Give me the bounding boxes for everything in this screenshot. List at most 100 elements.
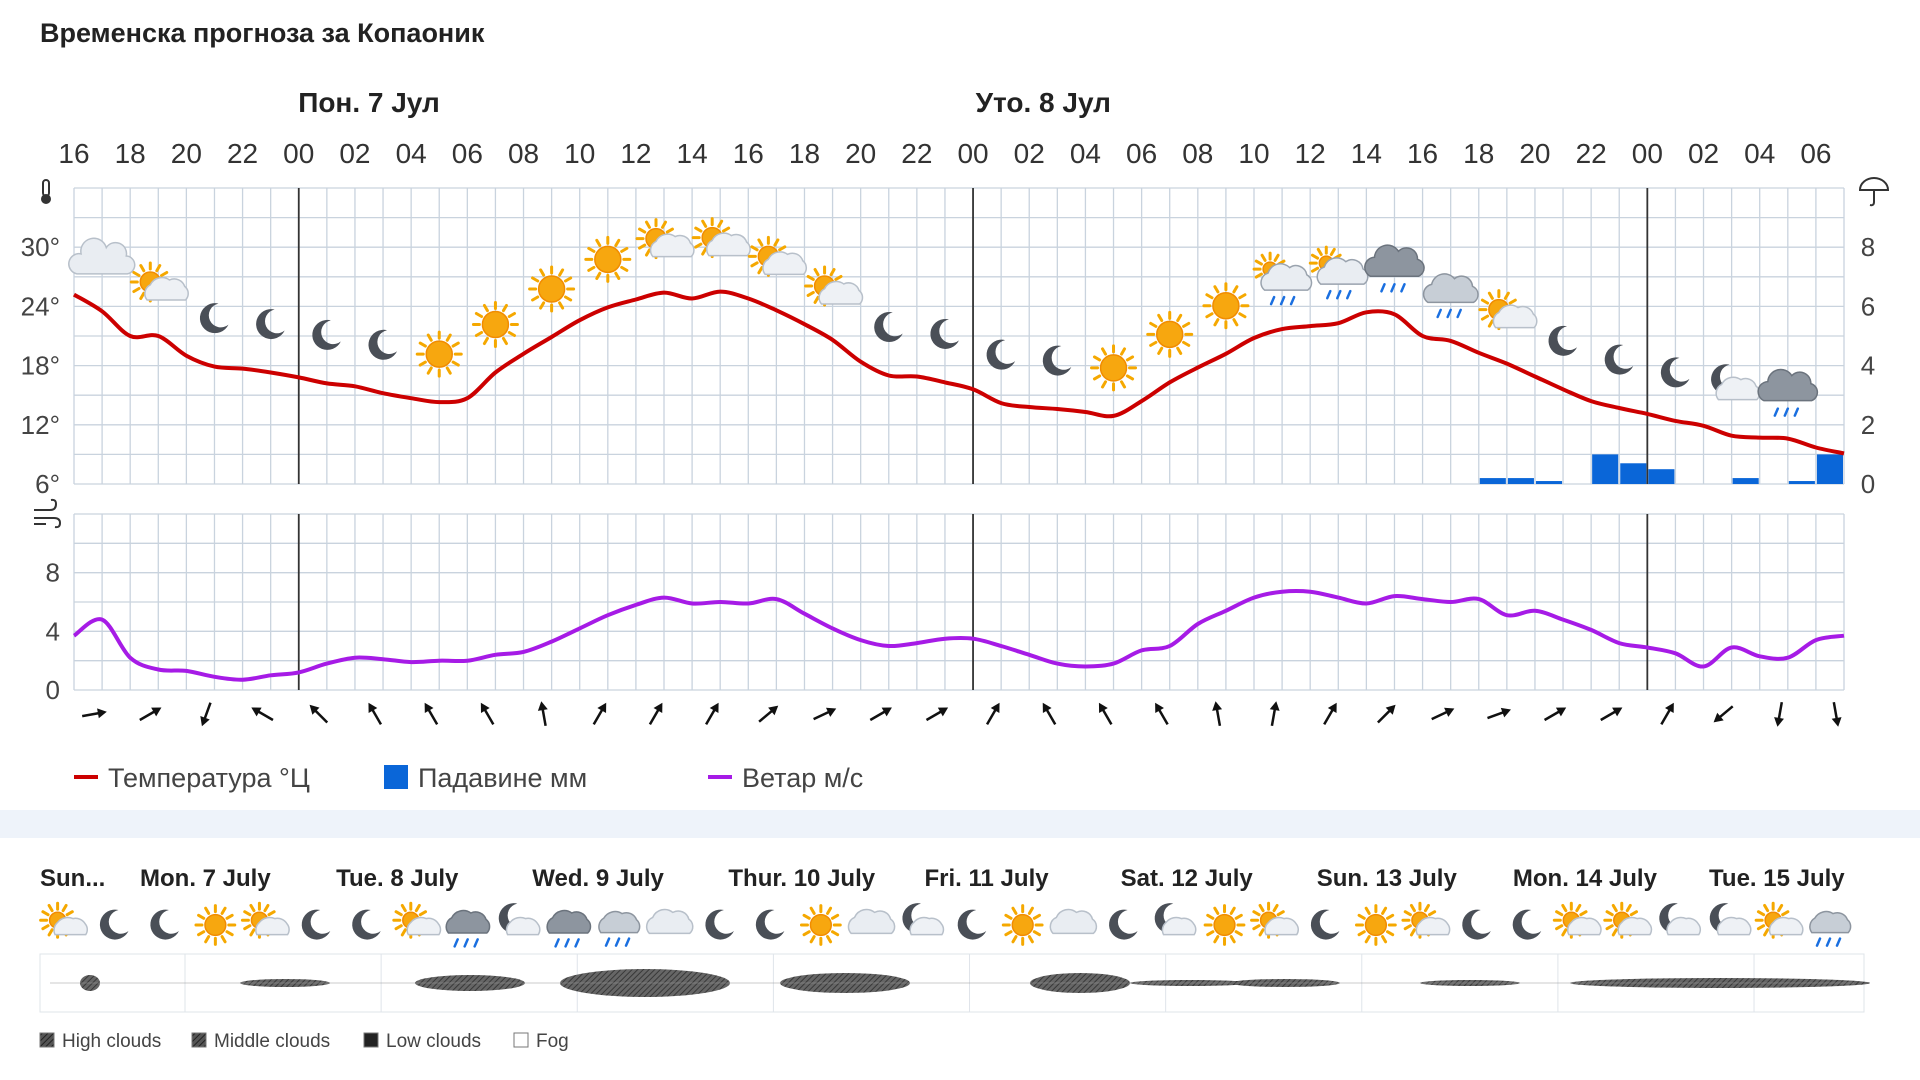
legend-item: Температура °Ц <box>74 763 310 793</box>
cloud-legend-label: Middle clouds <box>214 1031 330 1052</box>
wind-arrow-icon <box>81 708 107 719</box>
hour-label: 06 <box>1126 138 1157 169</box>
hour-label: 08 <box>1182 138 1213 169</box>
cloud-icon <box>645 908 694 935</box>
precipitation-bar <box>1788 481 1815 484</box>
section-separator <box>0 810 1920 838</box>
partly-cloudy-icon <box>392 901 442 939</box>
wind-grid <box>73 513 1845 691</box>
moon-icon <box>1310 909 1340 940</box>
precipitation-bar <box>1816 454 1843 484</box>
partly-cloudy-icon <box>240 901 290 939</box>
precip-tick-label: 0 <box>1861 469 1875 499</box>
cloudy-night-icon <box>1659 903 1702 936</box>
thermometer-icon <box>41 179 51 204</box>
day-label: Пон. 7 Јул <box>298 87 440 118</box>
moon-icon <box>312 319 341 350</box>
hour-label: 16 <box>733 138 764 169</box>
rain-icon <box>1364 244 1425 293</box>
partly-cloudy-icon <box>129 261 189 303</box>
moon-icon <box>301 909 331 940</box>
moon-icon <box>99 909 129 940</box>
partly-cloudy-icon <box>1552 901 1602 939</box>
temp-tick-label: 30° <box>21 232 60 262</box>
wind-arrow-icon <box>592 702 607 726</box>
sun-icon <box>1203 904 1246 946</box>
wind-arrow-icon <box>309 704 329 724</box>
cloudy-night-icon <box>1154 903 1197 936</box>
hour-label: 08 <box>508 138 539 169</box>
sun-icon <box>415 330 463 378</box>
weekly-day-label: Fri. 11 July <box>925 865 1050 892</box>
wind-arrow-icon <box>1600 707 1623 722</box>
moon-icon <box>256 309 285 340</box>
hour-label: 04 <box>396 138 427 169</box>
wind-arrow-icon <box>1212 701 1223 727</box>
fog-icon <box>513 1032 529 1048</box>
precip-tick-label: 4 <box>1861 351 1875 381</box>
precip-tick-label: 6 <box>1861 291 1875 321</box>
weekly-day-label: Sun... <box>40 865 105 892</box>
moon-icon <box>1660 357 1690 388</box>
legend-label: Падавине мм <box>418 763 587 793</box>
day-label: Уто. 8 Јул <box>976 87 1111 118</box>
cloud-legend-label: Low clouds <box>386 1031 481 1052</box>
rain-icon <box>546 909 592 948</box>
umbrella-icon <box>1858 177 1890 207</box>
wind-arrow-icon <box>1323 702 1337 726</box>
wind-arrow-icon <box>1042 702 1057 726</box>
wind-arrow-icon <box>251 707 274 722</box>
weekly-day-label: Sun. 13 July <box>1317 865 1458 892</box>
weekly-day-label: Mon. 14 July <box>1513 865 1658 892</box>
moon-icon <box>368 329 398 360</box>
cloud-legend-item: Middle clouds <box>191 1031 330 1052</box>
temperature-line <box>72 289 1845 456</box>
partly-cloudy-icon <box>39 901 89 939</box>
weekly-panel <box>0 838 1880 1060</box>
hour-label: 02 <box>1688 138 1719 169</box>
wind-arrow-icon <box>869 707 892 722</box>
wind-arrow-icon <box>480 702 495 726</box>
hour-label: 22 <box>1576 138 1607 169</box>
moon-icon <box>705 909 734 940</box>
temp-tick-label: 12° <box>21 410 60 440</box>
hour-label: 04 <box>1744 138 1775 169</box>
wind-tick-label: 0 <box>46 675 60 705</box>
weekly-day-label: Mon. 7 July <box>140 865 271 892</box>
sun-icon <box>1001 904 1044 946</box>
hour-label: 12 <box>1295 138 1326 169</box>
wind-tick-label: 4 <box>46 616 60 646</box>
hour-label: 16 <box>58 138 89 169</box>
legend-item: Ветар м/с <box>708 763 863 793</box>
wind-arrow-icon <box>200 702 212 727</box>
weekly-day-label: Thur. 10 July <box>728 865 875 892</box>
page-title: Временска прогноза за Копаоник <box>40 18 485 48</box>
cloud-icon <box>68 237 136 275</box>
cloud-legend-label: Fog <box>536 1031 569 1052</box>
partly-cloudy-icon <box>1401 901 1451 939</box>
hour-label: 20 <box>845 138 876 169</box>
hour-label: 20 <box>1519 138 1550 169</box>
high-clouds-icon <box>39 1032 55 1048</box>
wind-arrow-icon <box>368 702 383 726</box>
cloud-icon <box>847 908 896 935</box>
wind-line <box>72 589 1845 682</box>
precipitation-bar <box>1507 478 1534 484</box>
sun-icon <box>1202 282 1250 330</box>
hour-label: 18 <box>789 138 820 169</box>
wind-arrow-icon <box>1660 702 1674 726</box>
light-rain-icon <box>598 910 641 947</box>
light-rain-sun-icon <box>1252 251 1313 306</box>
cloud-legend-label: High clouds <box>62 1031 161 1052</box>
hour-label: 14 <box>677 138 708 169</box>
hour-label: 00 <box>1632 138 1663 169</box>
moon-icon <box>1512 909 1542 940</box>
hour-label: 04 <box>1070 138 1101 169</box>
precip-tick-label: 2 <box>1861 410 1875 440</box>
temperature-grid <box>73 187 1845 485</box>
middle-clouds-icon <box>191 1032 207 1048</box>
hour-label: 12 <box>620 138 651 169</box>
hour-label: 00 <box>957 138 988 169</box>
hour-label: 16 <box>1407 138 1438 169</box>
